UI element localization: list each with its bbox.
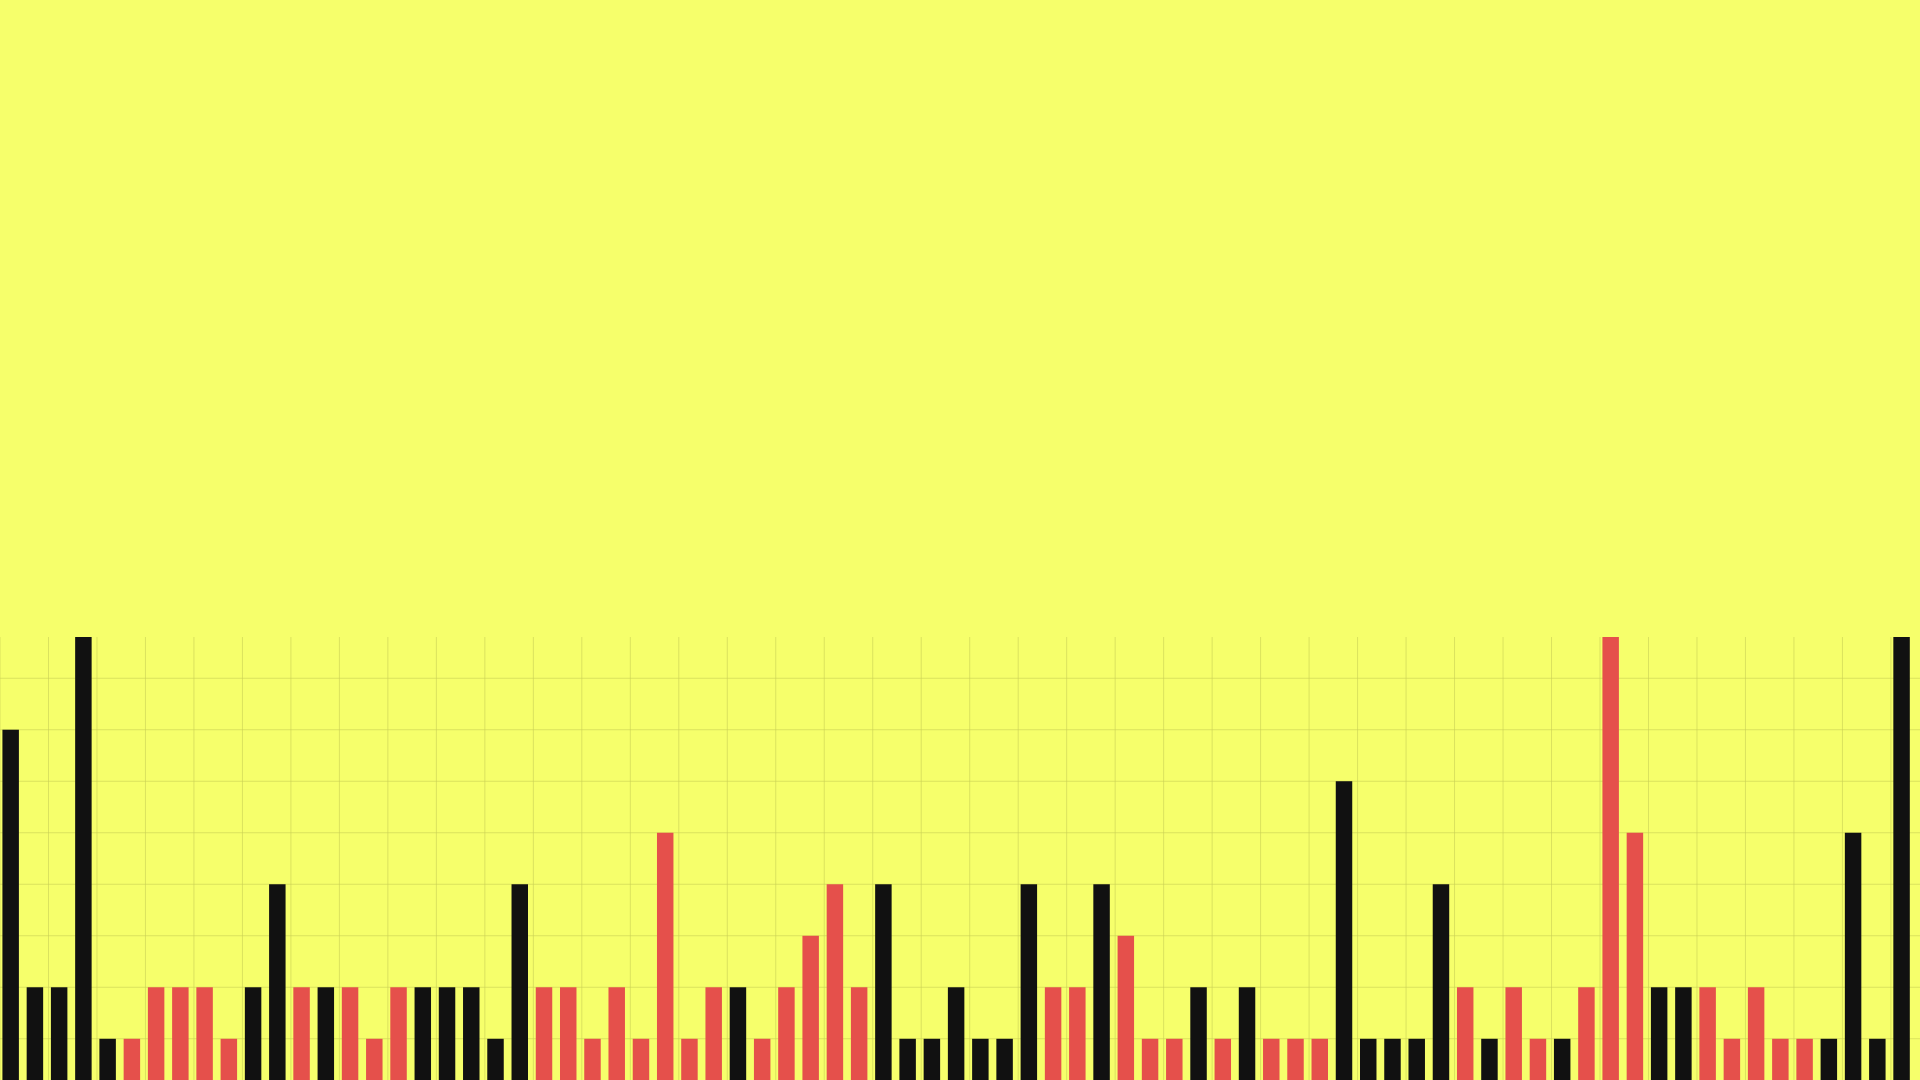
- bar-series: [2, 637, 1910, 1080]
- bar: [1166, 1038, 1183, 1080]
- bar: [1432, 884, 1450, 1080]
- bar: [1578, 987, 1595, 1080]
- bar: [1553, 1038, 1571, 1080]
- bar: [850, 987, 868, 1080]
- bar: [244, 987, 262, 1080]
- bar: [196, 987, 213, 1080]
- bar: [1117, 935, 1135, 1080]
- bar: [1772, 1038, 1789, 1080]
- bar: [172, 987, 189, 1080]
- bar: [341, 987, 359, 1080]
- bar: [2, 729, 19, 1080]
- bar: [1796, 1038, 1813, 1080]
- bar: [1893, 637, 1910, 1080]
- bar: [899, 1038, 916, 1080]
- bar: [608, 987, 625, 1080]
- bar: [147, 987, 165, 1080]
- bar: [123, 1038, 141, 1080]
- bar: [1699, 987, 1716, 1080]
- bar: [1238, 987, 1256, 1080]
- bar: [778, 987, 795, 1080]
- bar: [1360, 1038, 1377, 1080]
- bar: [1602, 637, 1619, 1080]
- bar: [923, 1038, 941, 1080]
- bar: [1190, 987, 1207, 1080]
- bar: [875, 884, 892, 1080]
- bar: [729, 987, 747, 1080]
- bar: [463, 987, 480, 1080]
- bar: [1626, 832, 1644, 1080]
- bar: [317, 987, 335, 1080]
- bar: [75, 637, 92, 1080]
- bar: [1214, 1038, 1232, 1080]
- bar: [681, 1038, 698, 1080]
- bar: [26, 987, 44, 1080]
- bar: [50, 987, 68, 1080]
- bar: [1141, 1038, 1159, 1080]
- bar: [1263, 1038, 1280, 1080]
- bar: [1505, 987, 1522, 1080]
- bar: [1844, 832, 1862, 1080]
- bar: [1287, 1038, 1304, 1080]
- bar: [1869, 1038, 1886, 1080]
- bar: [1335, 781, 1353, 1080]
- bar: [632, 1038, 650, 1080]
- bar: [996, 1038, 1013, 1080]
- bar: [947, 987, 965, 1080]
- bar: [1408, 1038, 1425, 1080]
- bar: [1020, 884, 1038, 1080]
- bar: [705, 987, 722, 1080]
- bar: [802, 935, 819, 1080]
- bar: [511, 884, 528, 1080]
- bar: [535, 987, 553, 1080]
- bar: [487, 1038, 504, 1080]
- bar: [656, 832, 674, 1080]
- bar: [1069, 987, 1086, 1080]
- bar: [826, 884, 844, 1080]
- bar: [1650, 987, 1668, 1080]
- bar: [269, 884, 286, 1080]
- bar: [560, 987, 577, 1080]
- bar: [1481, 1038, 1498, 1080]
- bar: [1311, 1038, 1328, 1080]
- bar: [1044, 987, 1062, 1080]
- bar: [1384, 1038, 1401, 1080]
- bar: [1723, 1038, 1741, 1080]
- bar: [1456, 987, 1474, 1080]
- bar: [390, 987, 407, 1080]
- bar: [366, 1038, 383, 1080]
- bar: [1747, 987, 1765, 1080]
- bar: [584, 1038, 601, 1080]
- bar: [1529, 1038, 1547, 1080]
- bar: [414, 987, 432, 1080]
- bar: [293, 987, 310, 1080]
- bar: [438, 987, 456, 1080]
- bar: [220, 1038, 238, 1080]
- grid-lines: [0, 637, 1920, 1080]
- bar: [753, 1038, 771, 1080]
- bar: [1093, 884, 1110, 1080]
- bar: [1820, 1038, 1838, 1080]
- bar: [99, 1038, 116, 1080]
- bar: [972, 1038, 989, 1080]
- bar: [1675, 987, 1692, 1080]
